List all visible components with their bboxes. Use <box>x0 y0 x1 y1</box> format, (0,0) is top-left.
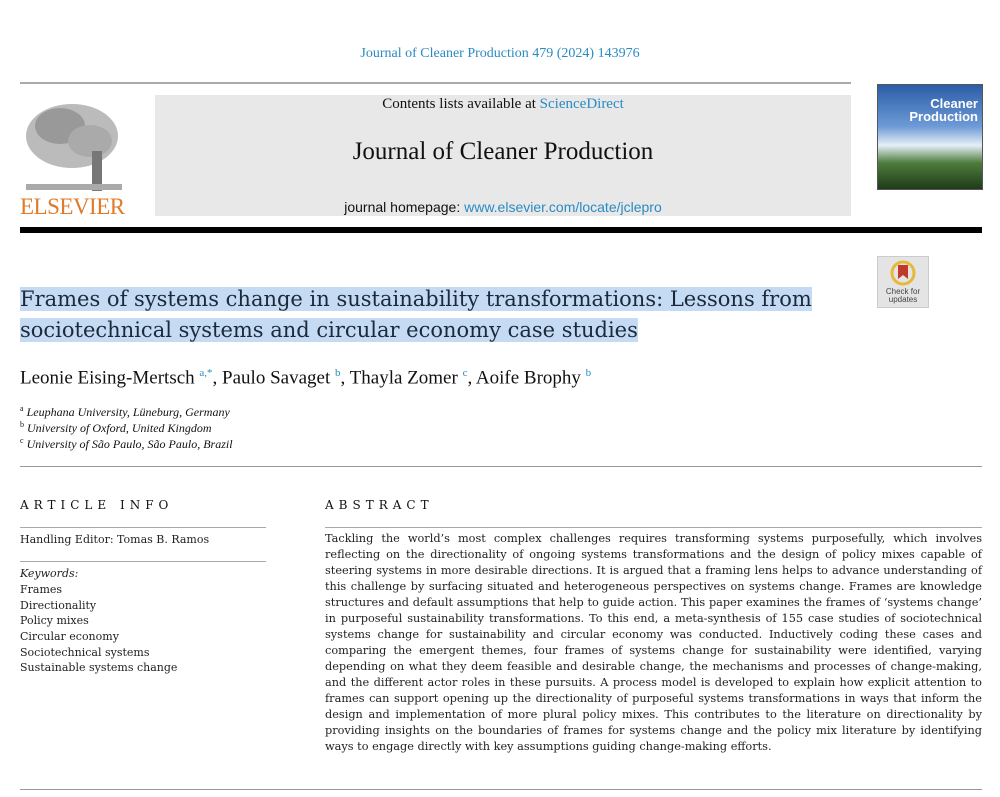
title-line: Frames of systems change in sustainabili… <box>20 287 812 311</box>
contents-label: Contents lists available at <box>382 96 540 112</box>
journal-cover[interactable]: Cleaner Production <box>877 84 983 190</box>
journal-name: Journal of Cleaner Production <box>352 138 654 165</box>
abstract-line: design and implementation of more plural… <box>325 708 982 721</box>
tree-icon <box>26 104 122 191</box>
divider <box>20 527 266 528</box>
abstract-line: depending on what they deem feasible and… <box>325 660 982 673</box>
title-line: sociotechnical systems and circular econ… <box>20 318 638 342</box>
affiliation-marker: c <box>20 436 24 445</box>
affiliation: b University of Oxford, United Kingdom <box>20 420 212 436</box>
abstract-line: reflecting on the directionality of ongo… <box>325 548 982 561</box>
abstract-line: comparing the emergent themes, four fram… <box>325 644 982 657</box>
author-affiliation-link[interactable]: b <box>334 367 341 379</box>
article-info-heading: ARTICLE INFO <box>20 498 174 512</box>
keyword: Sustainable systems change <box>20 661 178 674</box>
abstract-line: steering systems in more desirable direc… <box>325 564 982 577</box>
handling-editor: Handling Editor: Tomas B. Ramos <box>20 533 210 546</box>
contents-line: Contents lists available at ScienceDirec… <box>155 96 851 113</box>
author-affiliation-link[interactable]: c <box>462 367 468 379</box>
keywords-label: Keywords: <box>20 567 79 580</box>
homepage-label: journal homepage: <box>344 199 465 215</box>
affiliation: a Leuphana University, Lüneburg, Germany <box>20 404 230 420</box>
author-affiliation-link[interactable]: b <box>585 367 592 379</box>
author-name[interactable]: Paulo Savaget <box>222 367 331 389</box>
author-affiliation-link[interactable]: a,* <box>199 367 213 379</box>
keyword: Sociotechnical systems <box>20 646 150 659</box>
author-name[interactable]: Thayla Zomer <box>349 367 458 389</box>
homepage-line: journal homepage: www.elsevier.com/locat… <box>155 199 851 215</box>
abstract-line: providing insights on the boundaries of … <box>325 724 982 737</box>
affiliation-marker: b <box>20 420 24 429</box>
masthead-box <box>155 95 851 216</box>
divider <box>20 789 982 790</box>
elsevier-logo[interactable]: ELSEVIER <box>20 96 130 219</box>
journal-citation[interactable]: Journal of Cleaner Production 479 (2024)… <box>360 46 640 61</box>
abstract-line: frames can support opening up the direct… <box>325 692 982 705</box>
check-updates-label: Check for updates <box>885 287 921 304</box>
abstract-line: Tackling the world’s most complex challe… <box>325 532 982 545</box>
affiliation-marker: a <box>20 404 24 413</box>
affiliation: c University of São Paulo, São Paulo, Br… <box>20 436 233 452</box>
author-name[interactable]: Aoife Brophy <box>475 367 581 389</box>
keyword: Frames <box>20 583 63 596</box>
abstract-line: this challenge by surfacing situated and… <box>325 580 982 593</box>
author-name[interactable]: Leonie Eising-Mertsch <box>20 367 195 389</box>
homepage-link[interactable]: www.elsevier.com/locate/jclepro <box>464 199 662 215</box>
header-divider <box>20 227 982 233</box>
affiliation-text: Leuphana University, Lüneburg, Germany <box>26 405 230 419</box>
abstract-line: systems change for sustainability and ci… <box>325 628 982 641</box>
keyword: Directionality <box>20 599 97 612</box>
abstract-heading: ABSTRACT <box>325 498 434 512</box>
abstract-line: ways to engage directly with key assumpt… <box>325 740 772 753</box>
author-list: Leonie Eising-Mertsch a,*, Paulo Savaget… <box>20 367 592 389</box>
check-for-updates-button[interactable]: Check for updates <box>877 256 929 308</box>
cover-title: Cleaner Production <box>909 96 978 124</box>
bookmark-icon <box>890 260 916 286</box>
affiliation-text: University of Oxford, United Kingdom <box>27 421 212 435</box>
abstract-line: structures and default assumptions that … <box>325 596 982 609</box>
keyword: Circular economy <box>20 630 119 643</box>
sciencedirect-link[interactable]: ScienceDirect <box>539 96 624 112</box>
abstract-body: Tackling the world’s most complex challe… <box>325 531 982 755</box>
divider <box>20 82 851 84</box>
abstract-line: in purposeful sustainability transformat… <box>325 612 982 625</box>
elsevier-wordmark: ELSEVIER <box>20 194 125 219</box>
keyword: Policy mixes <box>20 614 89 627</box>
divider <box>20 561 266 562</box>
article-title: Frames of systems change in sustainabili… <box>20 284 850 346</box>
divider <box>20 466 982 467</box>
affiliation-text: University of São Paulo, São Paulo, Braz… <box>26 437 233 451</box>
divider <box>325 527 982 528</box>
abstract-line: and the different actor roles in these p… <box>325 676 982 689</box>
